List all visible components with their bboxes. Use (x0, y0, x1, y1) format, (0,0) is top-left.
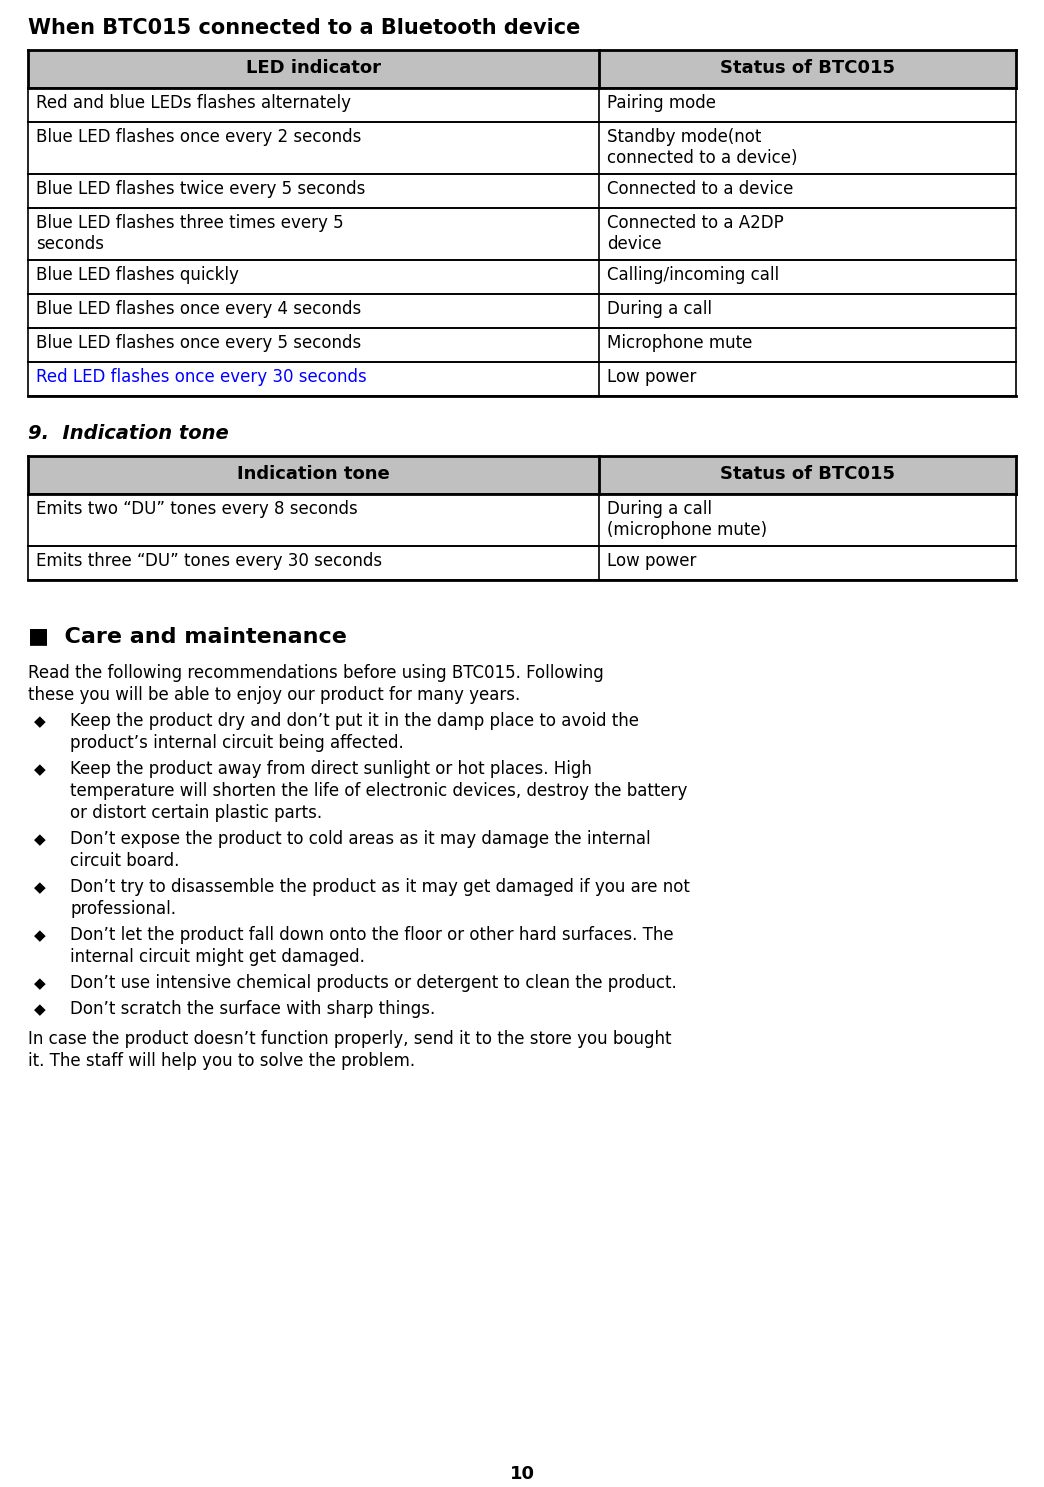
Text: Keep the product away from direct sunlight or hot places. High: Keep the product away from direct sunlig… (70, 760, 592, 778)
Text: temperature will shorten the life of electronic devices, destroy the battery: temperature will shorten the life of ele… (70, 782, 687, 800)
Text: Microphone mute: Microphone mute (607, 335, 753, 352)
Text: Emits two “DU” tones every 8 seconds: Emits two “DU” tones every 8 seconds (35, 500, 358, 517)
Text: Read the following recommendations before using BTC015. Following: Read the following recommendations befor… (28, 665, 603, 683)
Text: Standby mode(not
connected to a device): Standby mode(not connected to a device) (607, 128, 798, 167)
Text: During a call: During a call (607, 300, 712, 318)
Text: Emits three “DU” tones every 30 seconds: Emits three “DU” tones every 30 seconds (35, 552, 382, 570)
Polygon shape (28, 494, 1016, 546)
Text: Don’t try to disassemble the product as it may get damaged if you are not: Don’t try to disassemble the product as … (70, 877, 690, 897)
Text: Blue LED flashes twice every 5 seconds: Blue LED flashes twice every 5 seconds (35, 180, 365, 198)
Text: it. The staff will help you to solve the problem.: it. The staff will help you to solve the… (28, 1051, 416, 1071)
Text: Pairing mode: Pairing mode (607, 94, 716, 112)
Text: Don’t scratch the surface with sharp things.: Don’t scratch the surface with sharp thi… (70, 999, 435, 1019)
Text: Status of BTC015: Status of BTC015 (720, 59, 895, 77)
Polygon shape (28, 88, 1016, 122)
Text: ◆: ◆ (34, 761, 46, 778)
Text: Connected to a A2DP
device: Connected to a A2DP device (607, 214, 784, 253)
Text: In case the product doesn’t function properly, send it to the store you bought: In case the product doesn’t function pro… (28, 1030, 671, 1048)
Text: Blue LED flashes once every 2 seconds: Blue LED flashes once every 2 seconds (35, 128, 361, 146)
Text: Indication tone: Indication tone (237, 465, 389, 483)
Text: Keep the product dry and don’t put it in the damp place to avoid the: Keep the product dry and don’t put it in… (70, 712, 639, 730)
Text: Don’t let the product fall down onto the floor or other hard surfaces. The: Don’t let the product fall down onto the… (70, 926, 673, 944)
Text: internal circuit might get damaged.: internal circuit might get damaged. (70, 949, 364, 967)
Text: these you will be able to enjoy our product for many years.: these you will be able to enjoy our prod… (28, 686, 520, 703)
Text: ◆: ◆ (34, 714, 46, 729)
Text: ◆: ◆ (34, 833, 46, 848)
Polygon shape (28, 361, 1016, 396)
Polygon shape (28, 546, 1016, 580)
Polygon shape (28, 174, 1016, 208)
Text: ◆: ◆ (34, 975, 46, 990)
Text: Blue LED flashes three times every 5
seconds: Blue LED flashes three times every 5 sec… (35, 214, 343, 253)
Text: During a call
(microphone mute): During a call (microphone mute) (607, 500, 767, 538)
Text: Low power: Low power (607, 552, 696, 570)
Text: circuit board.: circuit board. (70, 852, 180, 870)
Text: ◆: ◆ (34, 1002, 46, 1017)
Text: Low power: Low power (607, 367, 696, 387)
Text: When BTC015 connected to a Bluetooth device: When BTC015 connected to a Bluetooth dev… (28, 18, 580, 39)
Text: Blue LED flashes quickly: Blue LED flashes quickly (35, 266, 239, 284)
Text: Don’t use intensive chemical products or detergent to clean the product.: Don’t use intensive chemical products or… (70, 974, 677, 992)
Text: Connected to a device: Connected to a device (607, 180, 793, 198)
Text: Blue LED flashes once every 4 seconds: Blue LED flashes once every 4 seconds (35, 300, 361, 318)
Text: 10: 10 (509, 1465, 535, 1483)
Text: ■  Care and maintenance: ■ Care and maintenance (28, 626, 347, 645)
Polygon shape (28, 122, 1016, 174)
Polygon shape (28, 260, 1016, 294)
Text: Status of BTC015: Status of BTC015 (720, 465, 895, 483)
Text: Red and blue LEDs flashes alternately: Red and blue LEDs flashes alternately (35, 94, 351, 112)
Text: ◆: ◆ (34, 928, 46, 943)
Text: 9.  Indication tone: 9. Indication tone (28, 424, 229, 443)
Polygon shape (28, 457, 1016, 494)
Text: product’s internal circuit being affected.: product’s internal circuit being affecte… (70, 735, 404, 752)
Text: professional.: professional. (70, 900, 176, 917)
Text: Blue LED flashes once every 5 seconds: Blue LED flashes once every 5 seconds (35, 335, 361, 352)
Text: ◆: ◆ (34, 880, 46, 895)
Text: Red LED flashes once every 30 seconds: Red LED flashes once every 30 seconds (35, 367, 366, 387)
Text: LED indicator: LED indicator (246, 59, 381, 77)
Text: Calling/incoming call: Calling/incoming call (607, 266, 779, 284)
Polygon shape (28, 329, 1016, 361)
Polygon shape (28, 51, 1016, 88)
Text: Don’t expose the product to cold areas as it may damage the internal: Don’t expose the product to cold areas a… (70, 830, 650, 848)
Polygon shape (28, 208, 1016, 260)
Text: or distort certain plastic parts.: or distort certain plastic parts. (70, 804, 323, 822)
Polygon shape (28, 294, 1016, 329)
